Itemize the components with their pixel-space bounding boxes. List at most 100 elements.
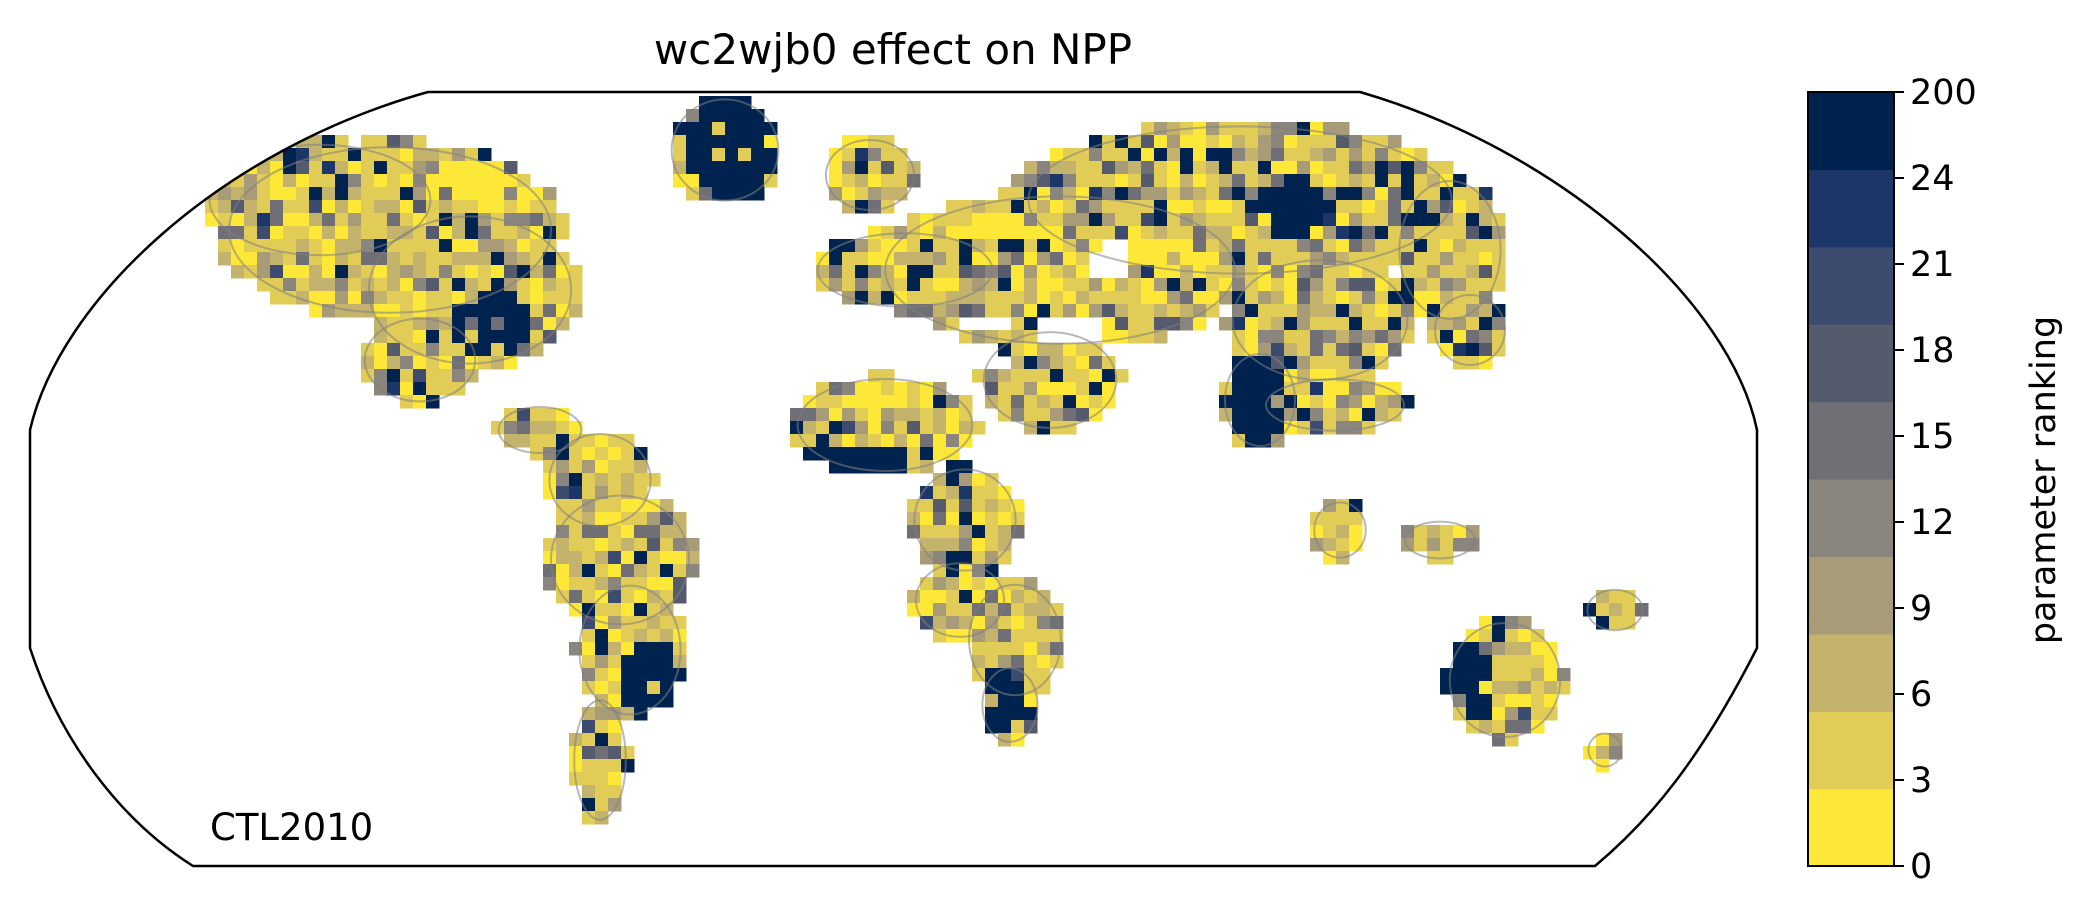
land-cell [907,213,921,227]
land-cell [1206,187,1220,201]
land-cell [855,239,869,253]
land-cell [296,265,310,279]
land-cell [959,525,973,539]
land-cell [1024,265,1038,279]
land-cell [1323,421,1337,435]
land-cell [647,681,661,695]
land-cell [959,577,973,591]
land-cell [1466,278,1480,292]
land-cell [1037,239,1051,253]
land-cell [569,551,583,565]
land-cell [582,460,596,474]
land-cell [894,174,908,188]
land-cell [1271,174,1285,188]
land-cell [920,421,934,435]
land-cell [257,252,271,266]
land-cell [1050,239,1064,253]
land-cell [348,239,362,253]
colorbar-bin [1808,324,1894,402]
land-cell [1011,616,1025,630]
land-cell [595,798,609,812]
land-cell [257,213,271,227]
land-cell [1466,655,1480,669]
land-cell [712,161,726,175]
land-cell [933,486,947,500]
land-cell [1362,148,1376,162]
land-cell [1492,642,1506,656]
land-cell [569,460,583,474]
land-cell [413,187,427,201]
land-cell [1180,200,1194,214]
land-cell [673,148,687,162]
land-cell [985,278,999,292]
land-cell [1583,603,1597,617]
land-cell [595,772,609,786]
land-cell [881,382,895,396]
land-cell [1297,252,1311,266]
land-cell [374,161,388,175]
land-cell [1245,291,1259,305]
land-cell [1349,304,1363,318]
land-cell [1453,668,1467,682]
land-cell [1245,226,1259,240]
land-cell [595,759,609,773]
land-cell [894,382,908,396]
land-cell [504,200,518,214]
land-cell [1011,629,1025,643]
land-cell [439,161,453,175]
land-cell [400,382,414,396]
land-cell [1414,161,1428,175]
land-cell [1154,252,1168,266]
land-cell [608,746,622,760]
land-cell [1115,161,1129,175]
land-cell [1024,317,1038,331]
land-cell [543,265,557,279]
land-cell [894,408,908,422]
land-cell [283,226,297,240]
land-cell [1011,655,1025,669]
land-cell [569,564,583,578]
land-cell [1310,278,1324,292]
land-cell [1037,252,1051,266]
land-cell [1037,278,1051,292]
land-cell [608,538,622,552]
land-cell [1076,213,1090,227]
land-cell [1063,395,1077,409]
land-cell [1115,278,1129,292]
land-cell [1609,616,1623,630]
land-cell [1492,668,1506,682]
land-cell [439,239,453,253]
land-cell [491,174,505,188]
land-cell [491,265,505,279]
land-cell [1258,200,1272,214]
land-cell [829,447,843,461]
land-cell [1362,330,1376,344]
land-cell [1440,291,1454,305]
land-cell [998,720,1012,734]
land-cell [387,174,401,188]
land-cell [1063,226,1077,240]
land-cell [751,122,765,136]
land-cell [998,304,1012,318]
land-cell [1037,187,1051,201]
land-cell [309,200,323,214]
land-cell [634,525,648,539]
land-cell [426,330,440,344]
land-cell [907,265,921,279]
land-cell [1193,174,1207,188]
land-cell [1284,161,1298,175]
land-cell [569,538,583,552]
land-cell [1492,720,1506,734]
land-cell [1258,382,1272,396]
land-cell [1219,161,1233,175]
land-cell [1362,239,1376,253]
land-cell [361,213,375,227]
land-cell [660,655,674,669]
land-cell [1115,304,1129,318]
land-cell [1011,226,1025,240]
land-cell [933,421,947,435]
land-cell [1388,304,1402,318]
land-cell [1258,174,1272,188]
land-cell [998,239,1012,253]
land-cell [738,122,752,136]
